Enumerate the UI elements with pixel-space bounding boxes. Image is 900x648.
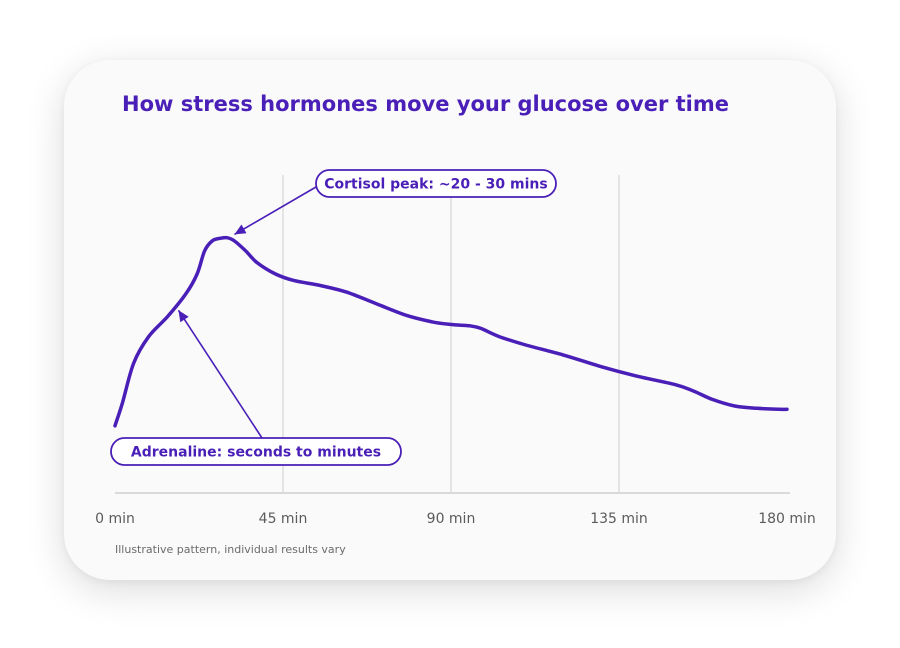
annotation-pill [110, 437, 402, 466]
x-tick-labels: 0 min 45 min 90 min 135 min 180 min [95, 511, 816, 527]
x-tick-label: 135 min [590, 511, 648, 527]
cortisol-annotation: Cortisol peak: ~20 - 30 mins [234, 169, 557, 236]
annotation-label: Cortisol peak: ~20 - 30 mins [324, 177, 547, 193]
annotation-pill [315, 169, 557, 198]
annotation-arrow-line [177, 309, 263, 439]
x-tick-label: 90 min [427, 511, 476, 527]
x-tick-label: 0 min [95, 511, 135, 527]
annotation-arrowhead [234, 224, 247, 235]
glucose-series-line [113, 235, 789, 428]
annotation-arrowhead [178, 310, 189, 323]
annotation-arrow-line [234, 186, 317, 236]
annotation-label: Adrenaline: seconds to minutes [131, 445, 381, 461]
chart-title: How stress hormones move your glucose ov… [122, 92, 729, 116]
chart-footnote: Illustrative pattern, individual results… [115, 543, 346, 556]
x-tick-label: 180 min [758, 511, 816, 527]
adrenaline-annotation: Adrenaline: seconds to minutes [110, 309, 402, 466]
annotations: Cortisol peak: ~20 - 30 mins Adrenaline: … [110, 169, 557, 466]
x-tick-label: 45 min [259, 511, 308, 527]
